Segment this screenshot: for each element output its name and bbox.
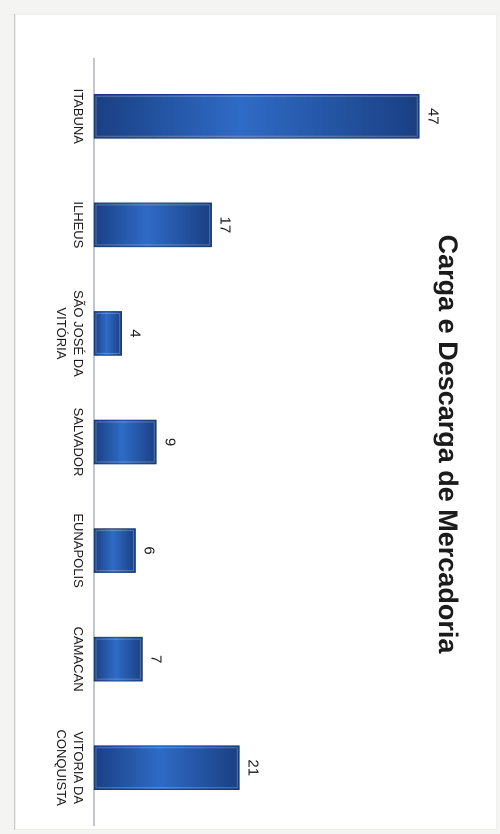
- bar: [93, 636, 143, 682]
- rotated-chart-group: Carga e Descarga de Mercadoria47ITABUNA1…: [54, 58, 463, 826]
- bar-highlight: [95, 530, 135, 572]
- chart-frame: Carga e Descarga de Mercadoria 47 ITABUNA 1…: [14, 14, 497, 830]
- plot-area: Carga e Descarga de Mercadoria47ITABUNA1…: [54, 58, 463, 826]
- category-label-line: CONQUISTA: [54, 730, 69, 807]
- bar-highlight: [95, 312, 121, 354]
- bar-highlight: [95, 638, 141, 680]
- chart-title: Carga e Descarga de Mercadoria: [433, 235, 463, 655]
- category-label-line: VITÓRIA: [54, 307, 69, 359]
- data-label: 47: [424, 108, 441, 125]
- category-label-line: SÃO JOSÉ DA: [71, 290, 86, 377]
- bar-highlight: [95, 95, 418, 137]
- category-label: SALVADOR: [71, 408, 86, 477]
- bar-highlight: [95, 421, 155, 463]
- data-label: 6: [141, 546, 158, 554]
- bar-highlight: [95, 747, 238, 789]
- bar-highlight: [95, 204, 211, 246]
- category-label: EUNAPOLIS: [71, 513, 86, 588]
- bar: [93, 419, 157, 465]
- category-label-line: ITABUNA: [71, 89, 86, 145]
- category-label: ITABUNA: [71, 89, 86, 145]
- bar: [93, 93, 420, 139]
- bar: [93, 745, 240, 791]
- category-label-line: ILHEUS: [71, 201, 86, 248]
- category-label: CAMACAN: [71, 627, 86, 692]
- category-label-line: CAMACAN: [71, 627, 86, 692]
- category-label: SÃO JOSÉ DAVITÓRIA: [54, 290, 86, 377]
- category-label-line: VITORIA DA: [71, 731, 86, 804]
- category-label: VITORIA DACONQUISTA: [54, 730, 86, 807]
- data-label: 4: [127, 329, 144, 337]
- category-label-line: EUNAPOLIS: [71, 513, 86, 588]
- bar: [93, 311, 122, 356]
- category-label: ILHEUS: [71, 201, 86, 248]
- data-label: 17: [217, 217, 234, 234]
- bar-chart: Carga e Descarga de Mercadoria47ITABUNA1…: [54, 58, 463, 826]
- data-label: 7: [147, 655, 164, 663]
- data-label: 21: [244, 759, 261, 776]
- category-label-line: SALVADOR: [71, 408, 86, 477]
- bar: [93, 528, 136, 573]
- data-label: 9: [161, 438, 178, 446]
- bar: [93, 202, 212, 248]
